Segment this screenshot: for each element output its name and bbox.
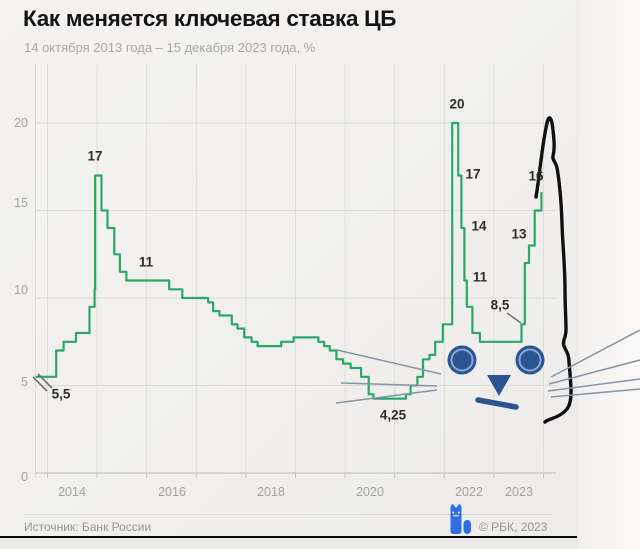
annotation-13: 13 [511,226,527,242]
annotation-20: 20 [449,96,465,112]
page-subtitle: 14 октября 2013 года – 15 декабря 2023 г… [24,40,316,55]
rbc-cat-logo [450,503,471,534]
right-margin-strip [578,0,640,549]
whisker-left-1 [336,349,442,375]
whisker-left-3 [335,389,438,404]
whisker-right-3 [547,378,640,392]
y-tick-15: 15 [14,196,28,210]
copyright-text: © РБК, 2023 [479,520,548,534]
whisker-right-4 [550,388,640,398]
y-tick-5: 5 [21,375,28,389]
x-tick-2022: 2022 [455,485,483,499]
whisker-left-2 [340,382,438,387]
cat-nose [487,375,511,396]
x-tick-2023: 2023 [505,485,533,499]
y-tick-20: 20 [14,116,28,130]
label-leader-8-5 [506,312,522,324]
x-tick-2014: 2014 [58,485,86,499]
cat-eye-left [447,345,477,375]
page-title: Как меняется ключевая ставка ЦБ [23,6,397,31]
annotation-16: 16 [528,168,544,184]
source-text: Источник: Банк России [24,520,152,534]
annotation-17-2022: 17 [465,166,481,182]
screenshot-bottom-edge [0,535,577,539]
x-tick-2020: 2020 [356,485,384,499]
annotation-11-2022: 11 [472,269,488,285]
break-marks-5-5 [32,373,53,392]
key-rate-step-line [35,121,543,400]
annotation-11-2015: 11 [138,254,154,270]
cat-mouth [475,397,519,410]
whisker-right-1 [550,329,640,378]
annotation-5-5: 5,5 [51,386,71,402]
footer-divider [24,514,553,515]
annotation-17-2014: 17 [87,148,103,164]
y-tick-0: 0 [21,470,28,484]
cat-whiskers [335,329,640,404]
x-tick-2016: 2016 [158,485,186,499]
bottom-margin-strip [0,538,578,549]
cat-ear-outline [534,116,573,424]
whisker-right-2 [548,359,640,385]
y-tick-10: 10 [14,283,28,297]
cat-eye-right [515,345,545,375]
annotation-14: 14 [471,218,487,234]
x-tick-2018: 2018 [257,485,285,499]
annotation-8-5: 8,5 [490,297,510,313]
annotation-4-25: 4,25 [379,407,407,423]
